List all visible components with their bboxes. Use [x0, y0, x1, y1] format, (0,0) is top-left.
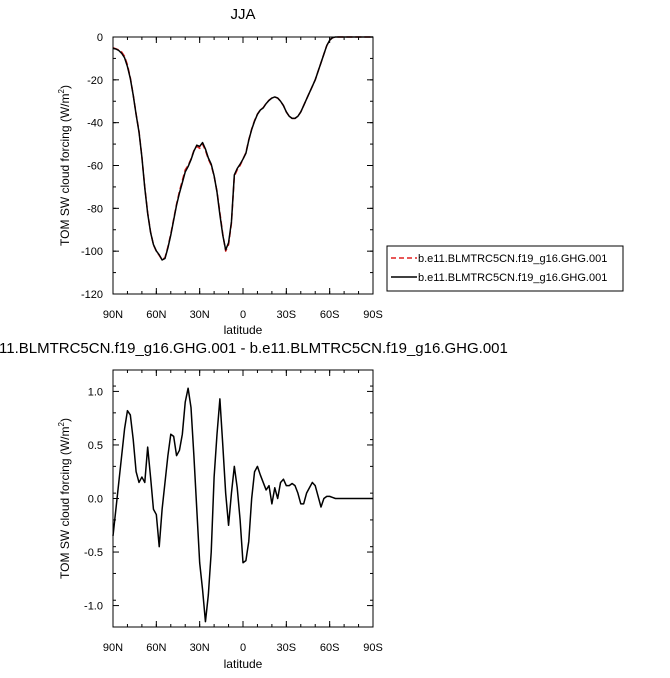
- x-tick-label: 60N: [146, 309, 166, 321]
- x-tick-label: 30S: [277, 642, 297, 654]
- x-tick-label: 60S: [320, 309, 340, 321]
- x-tick-label: 30N: [190, 309, 210, 321]
- y-tick-label: 1.0: [88, 386, 103, 398]
- y-tick-label: -0.5: [84, 547, 103, 559]
- y-axis-label: TOM SW cloud forcing (W/m2): [57, 418, 72, 579]
- plot-frame: [112, 36, 374, 295]
- y-tick-label: -80: [87, 203, 103, 215]
- chart-2: b.e11.BLMTRC5CN.f19_g16.GHG.001 - b.e11.…: [0, 340, 508, 671]
- series-line-1: [112, 36, 373, 261]
- x-tick-label: 90N: [103, 642, 123, 654]
- y-tick-label: 0.0: [88, 494, 103, 506]
- y-tick-label: -120: [81, 289, 103, 301]
- y-tick-label: -60: [87, 161, 103, 173]
- x-axis-label: latitude: [224, 323, 263, 337]
- y-axis-label: TOM SW cloud forcing (W/m2): [57, 85, 72, 246]
- x-tick-label: 0: [240, 642, 246, 654]
- legend-label-2: b.e11.BLMTRC5CN.f19_g16.GHG.001: [418, 272, 607, 284]
- chart-title: b.e11.BLMTRC5CN.f19_g16.GHG.001 - b.e11.…: [0, 340, 508, 357]
- x-tick-label: 90S: [363, 642, 383, 654]
- y-tick-label: -1.0: [84, 601, 103, 613]
- x-tick-label: 60S: [320, 642, 340, 654]
- x-tick-label: 90S: [363, 309, 383, 321]
- y-tick-label: 0.5: [88, 440, 103, 452]
- y-tick-label: -100: [81, 246, 103, 258]
- y-tick-label: 0: [97, 32, 103, 44]
- legend-label-1: b.e11.BLMTRC5CN.f19_g16.GHG.001: [418, 253, 607, 265]
- chart-title: JJA: [230, 6, 255, 23]
- legend: b.e11.BLMTRC5CN.f19_g16.GHG.001 b.e11.BLM…: [386, 245, 624, 292]
- series-line-2: [112, 36, 373, 261]
- legend-box: [386, 245, 624, 292]
- y-tick-label: -20: [87, 75, 103, 87]
- x-tick-label: 90N: [103, 309, 123, 321]
- x-tick-label: 0: [240, 309, 246, 321]
- x-tick-label: 30N: [190, 642, 210, 654]
- x-tick-label: 60N: [146, 642, 166, 654]
- series-line-1: [112, 387, 373, 623]
- y-tick-label: -40: [87, 118, 103, 130]
- x-tick-label: 30S: [277, 309, 297, 321]
- x-axis-label: latitude: [224, 657, 263, 671]
